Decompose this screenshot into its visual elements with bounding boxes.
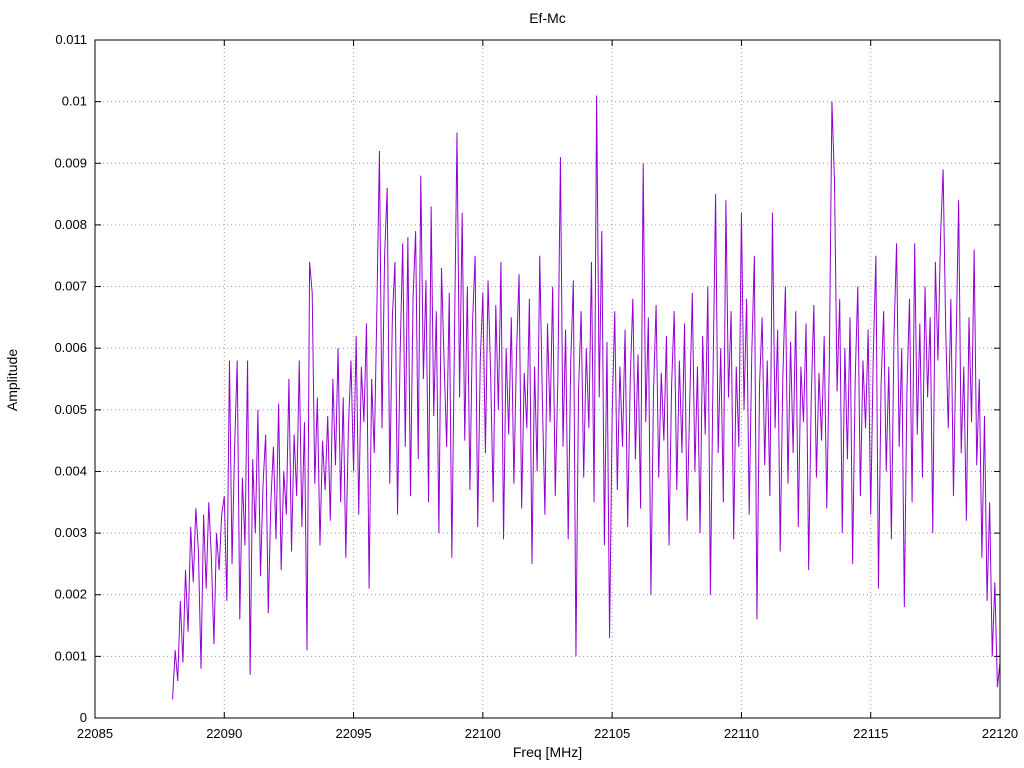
y-tick-label: 0.001 (54, 648, 87, 663)
y-tick-label: 0.009 (54, 155, 87, 170)
y-tick-label: 0.008 (54, 217, 87, 232)
y-tick-label: 0 (80, 710, 87, 725)
y-tick-label: 0.01 (62, 94, 87, 109)
chart-title: Ef-Mc (529, 10, 566, 26)
x-tick-label: 22105 (594, 726, 630, 741)
y-tick-label: 0.002 (54, 587, 87, 602)
x-tick-label: 22115 (853, 726, 888, 741)
y-tick-label: 0.003 (54, 525, 87, 540)
x-axis-label: Freq [MHz] (512, 744, 583, 760)
x-tick-label: 22110 (724, 726, 759, 741)
x-tick-label: 22090 (206, 726, 242, 741)
y-axis-label: Amplitude (4, 348, 20, 412)
y-tick-label: 0.007 (54, 279, 87, 294)
x-tick-label: 22120 (982, 726, 1018, 741)
x-tick-label: 22085 (77, 726, 113, 741)
y-tick-label: 0.006 (54, 340, 87, 355)
y-tick-label: 0.005 (54, 402, 87, 417)
plot-border (94, 39, 1001, 719)
data-line (172, 95, 1001, 700)
x-tick-label: 22100 (465, 726, 501, 741)
x-tick-label: 22095 (335, 726, 371, 741)
y-tick-label: 0.004 (54, 463, 87, 478)
y-tick-label: 0.011 (55, 32, 87, 47)
